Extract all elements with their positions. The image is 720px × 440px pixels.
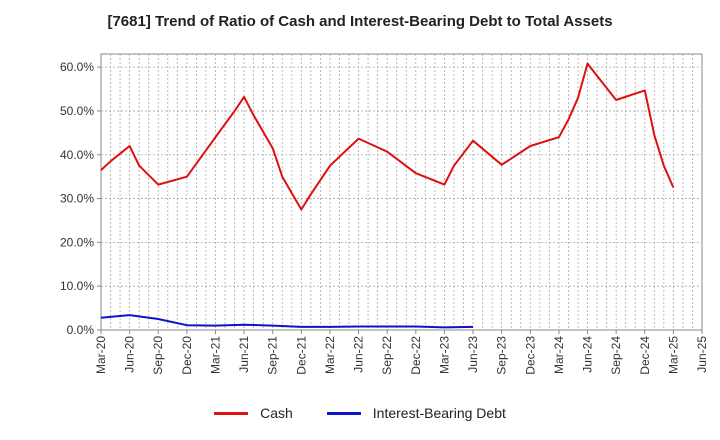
series-line-cash: [100, 62, 675, 211]
x-tick-label: Jun-23: [466, 336, 480, 373]
y-tick-label: 40.0%: [60, 148, 94, 162]
legend-label-debt: Interest-Bearing Debt: [372, 405, 506, 421]
x-tick-label: Jun-20: [123, 336, 137, 373]
x-tick-label: Dec-20: [180, 336, 194, 375]
plot-area: [100, 53, 703, 331]
y-tick-label: 50.0%: [60, 104, 94, 118]
x-tick-label: Sep-20: [151, 336, 165, 375]
x-tick-label: Sep-23: [495, 336, 509, 375]
x-tick-label: Dec-24: [638, 336, 652, 375]
chart-title: [7681] Trend of Ratio of Cash and Intere…: [107, 13, 613, 30]
x-tick-label: Mar-24: [552, 336, 566, 374]
x-tick-label: Sep-22: [380, 336, 394, 375]
legend-swatch-cash: [214, 411, 249, 415]
x-tick-label: Sep-21: [266, 336, 280, 375]
x-tick-label: Mar-23: [437, 336, 451, 374]
x-tick-label: Sep-24: [609, 336, 623, 375]
x-tick-label: Mar-20: [94, 336, 108, 374]
x-tick-label: Dec-21: [294, 336, 308, 375]
y-tick-label: 20.0%: [60, 235, 94, 249]
legend-label-cash: Cash: [260, 405, 293, 421]
x-tick-label: Jun-25: [695, 336, 709, 373]
y-tick-label: 0.0%: [67, 323, 95, 337]
legend-swatch-debt: [326, 411, 361, 415]
legend-item-cash: Cash: [214, 405, 293, 421]
x-tick-label: Mar-22: [323, 336, 337, 374]
y-tick-label: 60.0%: [60, 60, 94, 74]
y-tick-label: 10.0%: [60, 279, 94, 293]
x-tick-label: Dec-22: [409, 336, 423, 375]
legend-item-debt: Interest-Bearing Debt: [326, 405, 506, 421]
x-tick-label: Dec-23: [523, 336, 537, 375]
series-line-debt: [100, 314, 474, 329]
y-tick-label: 30.0%: [60, 192, 94, 206]
x-tick-label: Jun-24: [581, 336, 595, 373]
x-tick-label: Jun-21: [237, 336, 251, 373]
x-tick-label: Jun-22: [352, 336, 366, 373]
x-tick-label: Mar-25: [666, 336, 680, 374]
x-tick-label: Mar-21: [208, 336, 222, 374]
chart-legend: Cash Interest-Bearing Debt: [0, 405, 720, 421]
